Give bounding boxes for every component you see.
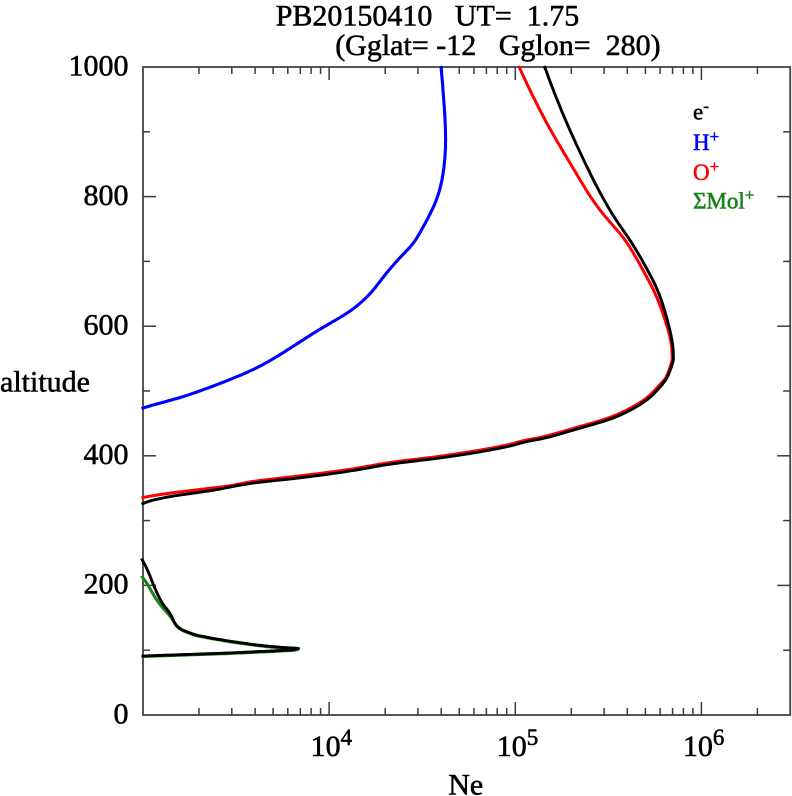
svg-text:Ne: Ne <box>448 769 483 796</box>
svg-text:PB20150410 UT= 1.75: PB20150410 UT= 1.75 <box>276 0 580 33</box>
svg-text:200: 200 <box>84 568 129 601</box>
svg-text:0: 0 <box>114 697 129 730</box>
svg-text:1000: 1000 <box>69 49 129 82</box>
svg-text:400: 400 <box>84 438 129 471</box>
svg-text:600: 600 <box>84 309 129 342</box>
svg-text:(Gglat= -12 Gglon= 280): (Gglat= -12 Gglon= 280) <box>335 29 660 62</box>
svg-text:ΣMol+: ΣMol+ <box>693 186 754 214</box>
svg-text:800: 800 <box>84 179 129 212</box>
svg-text:altitude: altitude <box>0 365 90 398</box>
